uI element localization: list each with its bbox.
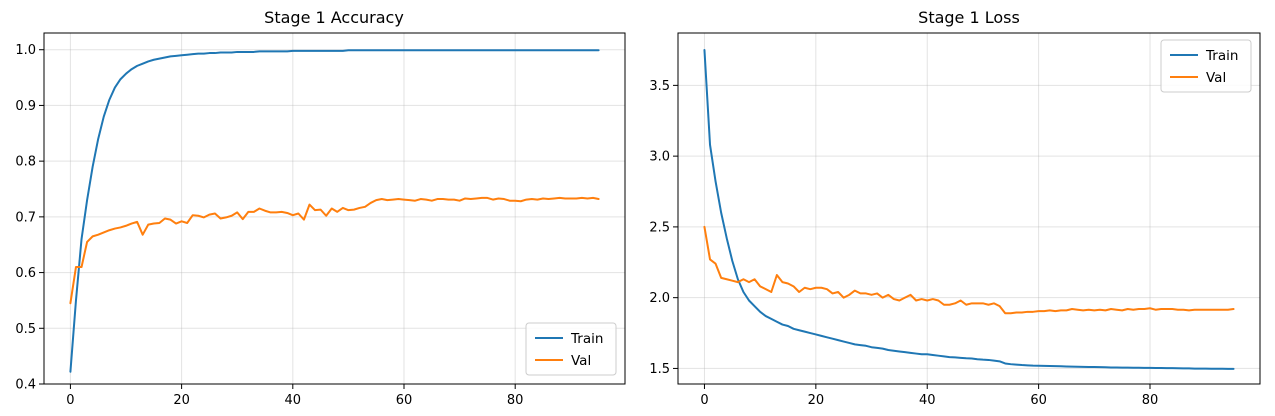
accuracy-xtick-label-0: 0 [66,393,74,408]
loss-xtick-label-4: 80 [1142,393,1159,408]
accuracy-ytick-label-1: 0.5 [15,322,36,337]
loss-xtick-label-1: 20 [808,393,825,408]
loss-xtick-label-2: 40 [919,393,936,408]
accuracy-ytick-label-5: 0.9 [15,99,36,114]
loss-ytick-label-0: 1.5 [649,362,670,377]
accuracy-legend-box [525,322,617,376]
loss-xtick-label-0: 0 [700,393,708,408]
loss-series-train-line [703,48,1235,370]
loss-legend: Train Val [1160,39,1252,93]
loss-legend-label-train: Train [1205,48,1238,64]
accuracy-series-train-line [69,49,600,373]
accuracy-series [69,49,600,373]
accuracy-axes: 0 20 40 60 80 0.4 0.5 0.6 0.7 0.8 0.9 1.0 [15,32,626,408]
loss-chart-title: Stage 1 Loss [918,8,1020,27]
loss-ytick-label-3: 3.0 [649,150,670,165]
accuracy-xtick-label-1: 20 [173,393,190,408]
accuracy-legend-label-val: Val [571,353,591,369]
accuracy-ytick-label-0: 0.4 [15,378,36,393]
accuracy-chart-title: Stage 1 Accuracy [264,8,404,27]
accuracy-xtick-label-3: 60 [396,393,413,408]
accuracy-ytick-label-3: 0.7 [15,210,36,225]
loss-plot-frame [677,32,1261,385]
accuracy-plot-frame [43,32,626,385]
accuracy-ytick-label-6: 1.0 [15,43,36,58]
accuracy-legend: Train Val [525,322,617,376]
loss-xtick-label-3: 60 [1030,393,1047,408]
loss-legend-label-val: Val [1206,70,1226,86]
loss-ytick-label-1: 2.0 [649,291,670,306]
loss-ytick-label-4: 3.5 [649,79,670,94]
loss-axes: 0 20 40 60 80 1.5 2.0 2.5 3.0 3.5 [649,32,1261,408]
accuracy-xtick-label-2: 40 [285,393,302,408]
accuracy-ytick-label-2: 0.6 [15,266,36,281]
accuracy-ytick-label-4: 0.8 [15,155,36,170]
loss-grid [678,33,1260,384]
accuracy-legend-label-train: Train [570,331,603,347]
loss-legend-box [1160,39,1252,93]
loss-ytick-label-2: 2.5 [649,220,670,235]
loss-series-val-line [703,225,1235,315]
accuracy-xtick-label-4: 80 [507,393,524,408]
accuracy-series-val-line [69,196,600,305]
accuracy-panel: Stage 1 Accuracy 0 20 40 60 80 0.4 0.5 0.6 0.7 0.… [15,8,626,408]
loss-panel: Stage 1 Loss 0 20 40 60 80 1.5 2.0 2.5 3.0 3.5 Tr… [649,8,1261,408]
loss-series [703,48,1235,370]
